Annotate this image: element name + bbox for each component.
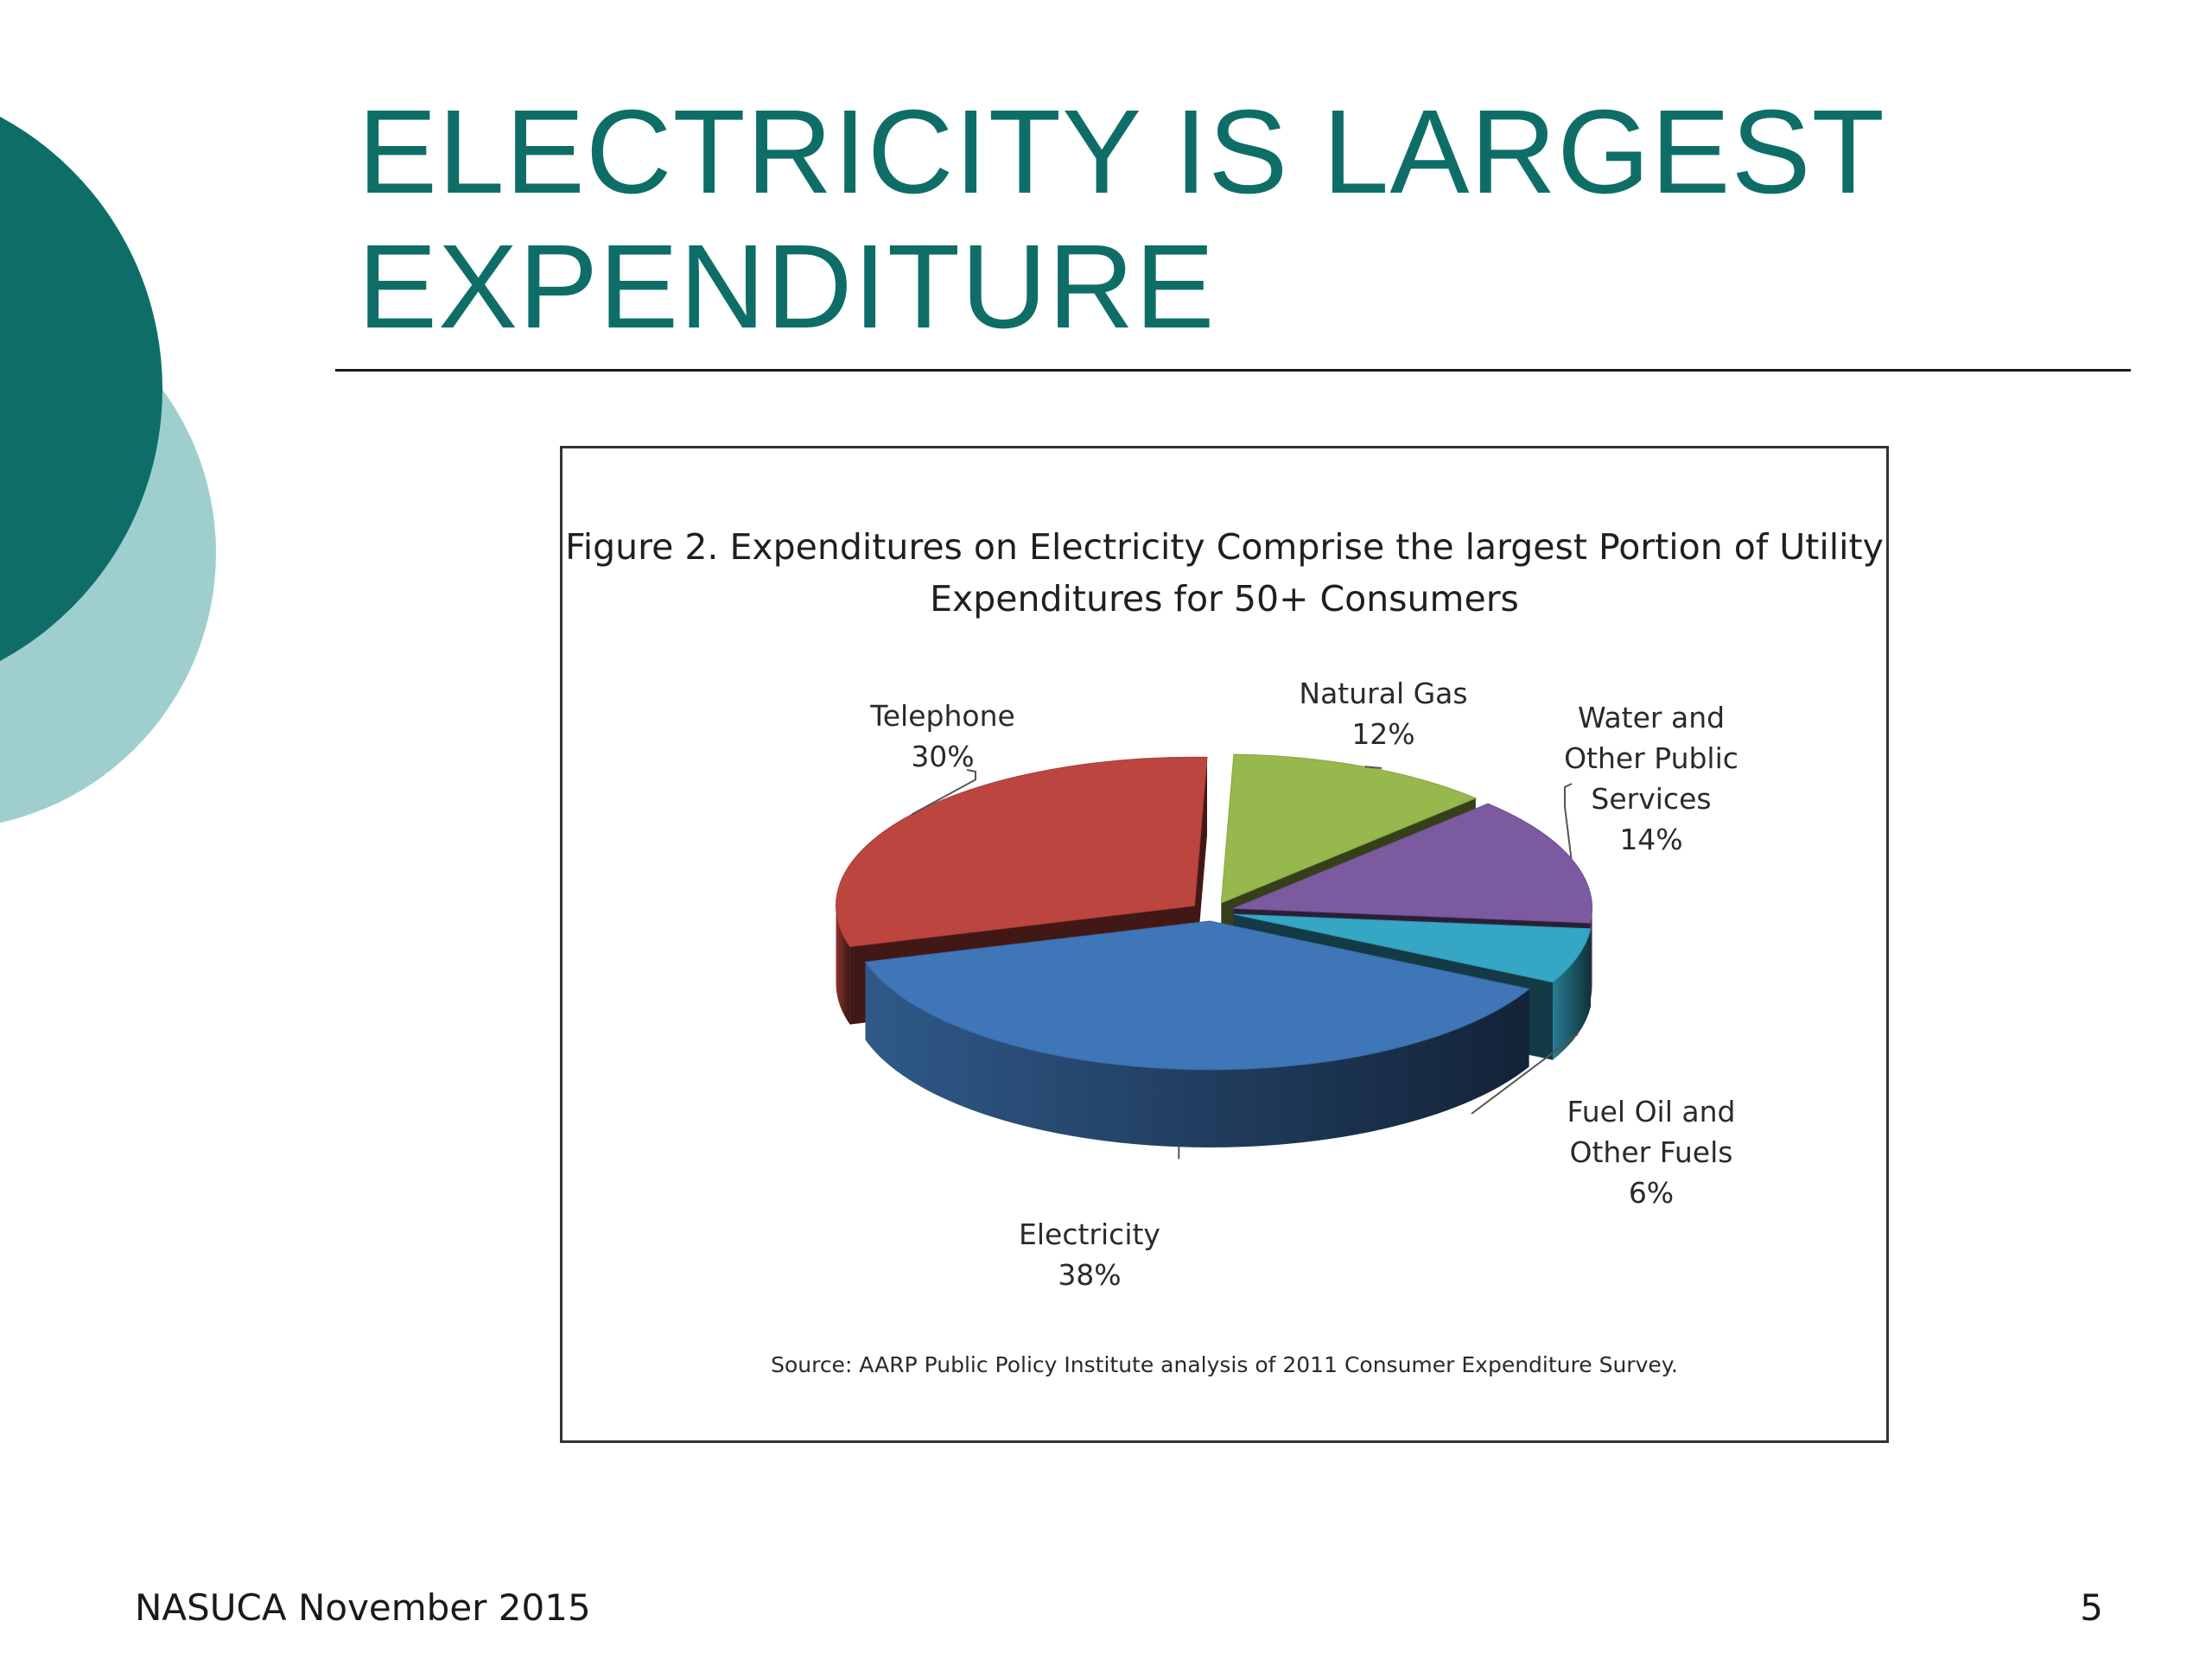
slice-wall-electricity [865, 962, 1529, 1147]
leader-line-telephone [912, 769, 976, 816]
slice-wall-telephone [836, 906, 850, 1025]
slice-label-natural-gas: Natural Gas 12% [1299, 677, 1468, 751]
slice-wall-fuel-oil-and-other-fuels [1553, 928, 1591, 1060]
decorative-circles [0, 117, 216, 823]
chart-source-note: Source: AARP Public Policy Institute ana… [771, 1352, 1678, 1377]
slice-fuel-oil-and-other-fuels [1233, 913, 1592, 983]
slice-label-telephone: Telephone 30% [870, 699, 1015, 773]
footer-text: NASUCA November 2015 [135, 1586, 591, 1629]
slice-label-water-public-services: Water and Other Public Services 14% [1564, 701, 1738, 856]
leader-line-water-and-other-public-services [1564, 783, 1573, 859]
title-divider [335, 369, 2131, 372]
slice-wall-water-and-other-public-services [1590, 908, 1592, 1001]
slice-natural-gas [1220, 753, 1478, 904]
slide-title: ELECTRICITY IS LARGEST EXPENDITURE [358, 86, 1884, 353]
slice-label-fuel-oil: Fuel Oil and Other Fuels 6% [1567, 1095, 1736, 1210]
slice-label-electricity: Electricity 38% [1019, 1217, 1160, 1292]
leader-line-fuel-oil-and-other-fuels [1471, 1033, 1579, 1115]
figure-frame: Figure 2. Expenditures on Electricity Co… [560, 446, 1889, 1443]
leader-line-natural-gas [1364, 766, 1382, 769]
page-number: 5 [2080, 1586, 2103, 1629]
slice-electricity [864, 920, 1530, 1071]
pie-chart [836, 753, 1592, 1160]
chart-title: Figure 2. Expenditures on Electricity Co… [565, 526, 1884, 620]
slice-water-and-other-public-services [1233, 803, 1592, 924]
dark-teal-circle [0, 117, 162, 661]
